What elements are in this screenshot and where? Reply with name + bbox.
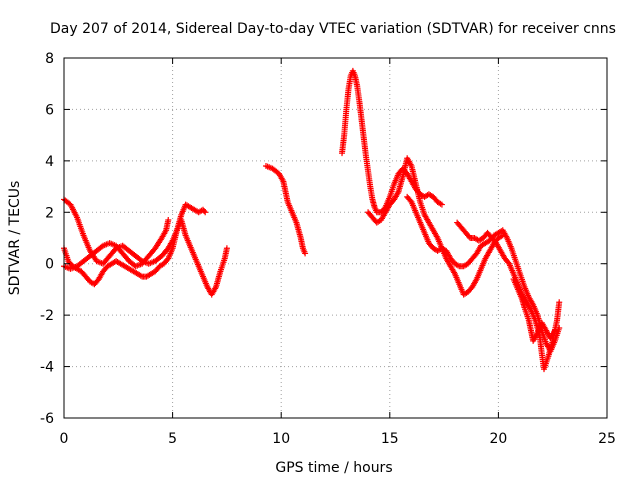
x-tick-label: 10 xyxy=(272,431,290,447)
data-point xyxy=(165,217,172,223)
axis-ticks: 0 5 10 15 20 25 -6 -4 -2 0 2 4 6 8 xyxy=(40,51,616,447)
data-point xyxy=(556,299,563,306)
y-tick-label: 8 xyxy=(45,51,54,67)
data-point xyxy=(438,201,445,208)
grid xyxy=(64,58,607,418)
data-segment-8 xyxy=(510,276,558,344)
data-point xyxy=(202,209,209,216)
y-tick-label: -6 xyxy=(40,411,54,427)
data-segment-1 xyxy=(61,201,209,288)
data-segment-5 xyxy=(365,155,506,298)
data-point xyxy=(201,208,208,214)
y-tick-label: -2 xyxy=(40,308,54,324)
chart-title: Day 207 of 2014, Sidereal Day-to-day VTE… xyxy=(50,21,616,37)
y-tick-label: 6 xyxy=(45,102,54,118)
data-series xyxy=(61,67,563,373)
y-tick-label: 4 xyxy=(45,154,54,170)
data-point xyxy=(551,327,558,334)
x-tick-label: 15 xyxy=(381,431,399,447)
plot-frame xyxy=(63,57,608,419)
data-segment-2 xyxy=(61,217,172,272)
y-tick-label: 0 xyxy=(45,257,54,273)
x-axis-label: GPS time / hours xyxy=(275,460,392,476)
y-tick-label: -4 xyxy=(40,360,54,376)
y-axis-label: SDTVAR / TECUs xyxy=(7,181,23,296)
data-segment-7 xyxy=(454,219,563,373)
data-point xyxy=(302,250,309,257)
data-point xyxy=(223,245,230,252)
y-tick-label: 2 xyxy=(45,205,54,221)
x-tick-label: 5 xyxy=(168,431,177,447)
data-segment-3 xyxy=(262,163,309,257)
x-tick-label: 25 xyxy=(598,431,616,447)
x-tick-label: 0 xyxy=(60,431,69,447)
x-tick-label: 20 xyxy=(489,431,507,447)
data-segment-4 xyxy=(339,67,445,216)
data-point xyxy=(407,197,414,204)
